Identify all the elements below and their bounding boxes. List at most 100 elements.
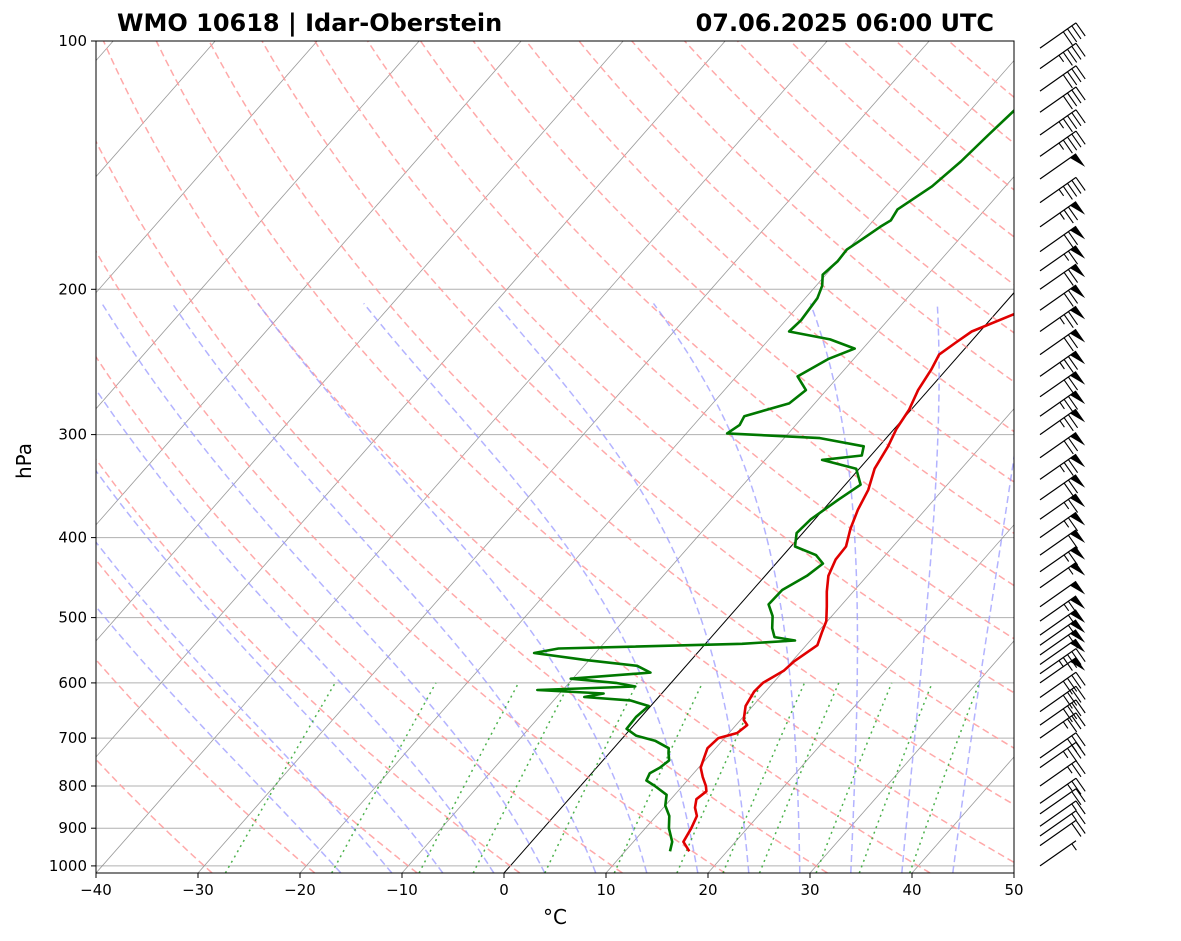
wind-barb [1039, 671, 1086, 698]
barb-staff [1039, 562, 1077, 589]
wind-barb [1039, 153, 1086, 180]
barb-full [1062, 51, 1073, 66]
barb-half [1058, 54, 1065, 63]
barb-flag [1070, 264, 1086, 278]
barb-full [1062, 118, 1073, 133]
dry-adiabat [96, 355, 623, 873]
barb-full [1063, 398, 1074, 413]
barb-staff [1039, 328, 1077, 356]
wind-barb [1039, 788, 1086, 815]
barb-full [1075, 42, 1086, 57]
wind-barb [1039, 819, 1086, 847]
barb-full [1067, 499, 1079, 513]
zero-isotherm [503, 291, 1014, 873]
barb-full [1071, 25, 1082, 40]
dry-adiabat [314, 41, 1014, 694]
wind-barb [1039, 408, 1086, 436]
barb-flag [1070, 454, 1086, 468]
barb-flag [1070, 595, 1086, 609]
barb-full [1071, 674, 1082, 689]
dry-adiabat [261, 41, 1014, 750]
barb-full [1075, 788, 1086, 803]
dry-adiabat [96, 250, 726, 873]
barb-flag [1070, 306, 1086, 320]
wind-barb [1039, 732, 1086, 759]
barb-flag [1070, 153, 1086, 167]
barb-full [1063, 417, 1074, 432]
barb-staff [1039, 788, 1077, 815]
sounding-profiles [532, 108, 1014, 852]
barb-full [1071, 89, 1082, 104]
mixing-ratio-line [758, 682, 840, 873]
moist-adiabat [952, 452, 1014, 873]
barb-full [1075, 732, 1086, 747]
isotherm [96, 41, 522, 526]
barb-flag [1070, 329, 1086, 343]
dry-adiabat [578, 41, 1014, 433]
x-tick-label: −40 [80, 881, 112, 899]
wind-barb [1039, 453, 1086, 480]
mixing-ratio-line [544, 682, 638, 873]
barb-staff [1039, 284, 1077, 311]
dry-adiabat [96, 139, 828, 873]
barb-full [1063, 440, 1074, 455]
barb-half [1059, 212, 1065, 220]
barb-full [1071, 179, 1082, 194]
x-axis-label: °C [543, 905, 567, 929]
barb-staff [1039, 619, 1077, 646]
x-tick-label: 40 [902, 881, 921, 899]
barb-full [1071, 763, 1082, 778]
barb-full [1071, 688, 1082, 703]
isotherm [96, 41, 420, 410]
barb-full [1067, 479, 1079, 494]
barb-full [1067, 250, 1079, 265]
barb-flag [1070, 657, 1086, 671]
wind-barb [1039, 201, 1086, 228]
barb-full [1067, 28, 1078, 43]
isotherm [96, 41, 726, 758]
dewpoint-profile [532, 108, 1014, 852]
isotherm [299, 59, 1014, 873]
chart-title-datetime: 07.06.2025 06:00 UTC [696, 9, 994, 37]
x-axis-ticks: −40 −30 −20 −10 0 10 20 30 40 50 [80, 873, 1024, 899]
moist-adiabat [101, 302, 546, 873]
barb-staff [1039, 390, 1077, 417]
barb-flag [1070, 285, 1086, 299]
barb-flag [1070, 494, 1086, 508]
barb-full [1071, 780, 1082, 795]
barb-staff [1039, 245, 1077, 272]
barb-staff [1039, 800, 1077, 827]
barb-staff [1039, 777, 1077, 804]
wind-barb [1039, 22, 1086, 49]
moist-adiabat [96, 469, 444, 873]
barb-staff [1039, 638, 1077, 665]
moist-adiabat [257, 302, 648, 873]
barb-staff [1039, 42, 1077, 70]
wind-barb [1039, 225, 1086, 253]
barb-full [1075, 130, 1086, 145]
barb-staff [1039, 609, 1077, 636]
barb-flag [1070, 245, 1086, 259]
y-tick-label: 300 [58, 426, 87, 444]
barb-full [1063, 292, 1074, 307]
barb-full [1063, 379, 1074, 394]
barb-full [1063, 462, 1074, 476]
y-tick-label: 500 [58, 609, 87, 627]
x-tick-label: −30 [182, 881, 214, 899]
wind-barb [1039, 800, 1086, 827]
x-tick-label: 50 [1004, 881, 1023, 899]
wind-barb [1039, 493, 1086, 520]
barb-half [1059, 401, 1065, 410]
barb-flag [1070, 512, 1086, 526]
barb-half [1063, 554, 1070, 562]
moist-adiabats [96, 302, 1014, 873]
barb-full [1075, 820, 1086, 834]
wind-barb [1039, 109, 1086, 136]
barb-half [1067, 766, 1073, 774]
barb-half [1067, 624, 1074, 633]
barb-staff [1039, 305, 1077, 332]
barb-full [1075, 648, 1086, 663]
barb-full [1067, 691, 1078, 706]
mixing-ratio-lines [224, 682, 980, 873]
